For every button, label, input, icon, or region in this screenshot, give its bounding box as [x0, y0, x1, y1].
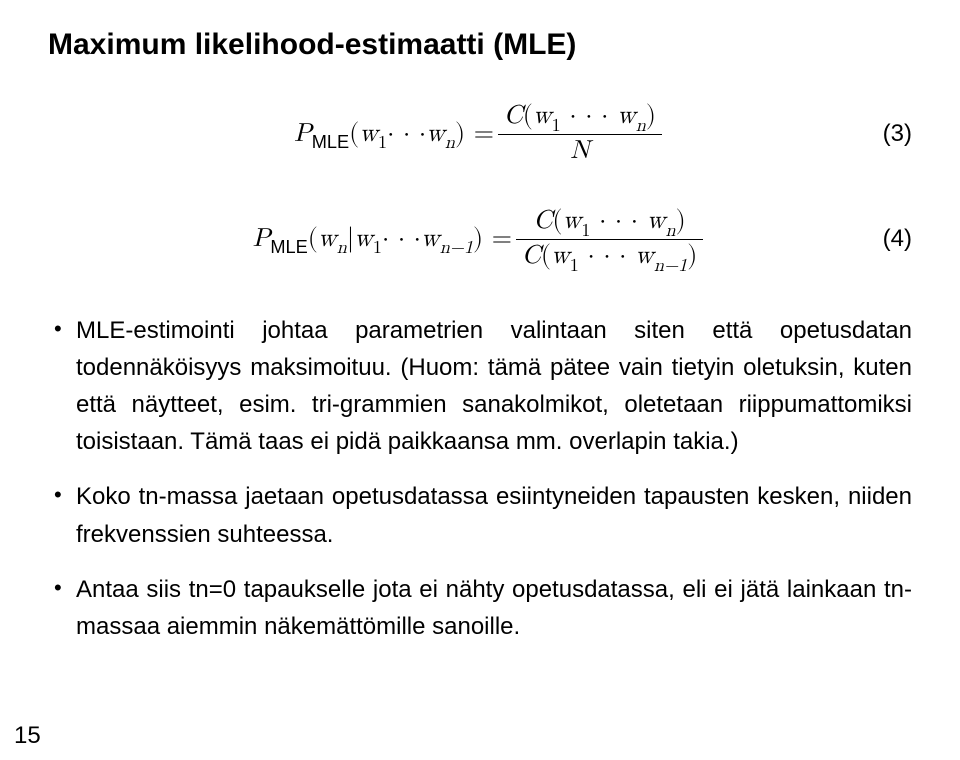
bullet-3: Antaa siis tn=0 tapaukselle jota ei näht… — [48, 571, 912, 645]
equation-2: P MLE ( w n | w 1 · · · w n−1 ) = C(w1 ·… — [48, 207, 912, 272]
eq1-w1: w — [359, 119, 378, 150]
eq1-wn: w — [426, 119, 445, 150]
eq1-dots: · · · — [387, 119, 426, 150]
page-title: Maximum likelihood-estimaatti (MLE) — [48, 28, 912, 62]
eq1-Psub: MLE — [312, 132, 349, 153]
eq1-frac: C(w1 · · · wn) N — [498, 102, 662, 167]
eq1-close-eq: ) = — [455, 119, 494, 150]
eq2-P: P — [253, 224, 271, 255]
eq2-wnm1: w — [421, 224, 440, 255]
eq2-w1s: 1 — [373, 236, 382, 259]
eq2-wns: n — [337, 236, 347, 259]
eq2-frac: C(w1 · · · wn) C(w1 · · · wn−1) — [516, 207, 703, 272]
bullet-2: Koko tn-massa jaetaan opetusdatassa esii… — [48, 478, 912, 552]
eq2-wn: w — [318, 224, 337, 255]
eq1-num: C(w1 · · · wn) — [498, 102, 662, 132]
eq2-num: C(w1 · · · wn) — [528, 207, 692, 237]
eq2-bar: | — [347, 224, 354, 255]
eq1-P: P — [294, 119, 312, 150]
eq1-den: N — [564, 137, 596, 167]
eq1-w1s: 1 — [378, 131, 387, 154]
equation-1-formula: P MLE ( w 1 · · · w n ) = C(w1 · · · wn)… — [294, 102, 666, 167]
equation-2-number: (4) — [883, 225, 912, 253]
eq2-Psub: MLE — [270, 237, 307, 258]
eq1-wns: n — [445, 131, 455, 154]
eq2-den: C(w1 · · · wn−1) — [516, 242, 703, 272]
page-number: 15 — [14, 722, 41, 750]
eq2-open: ( — [308, 224, 318, 255]
eq2-dots: · · · — [382, 224, 421, 255]
eq2-wnm1s: n−1 — [440, 236, 473, 259]
eq1-open: ( — [349, 119, 359, 150]
slide-page: Maximum likelihood-estimaatti (MLE) P ML… — [0, 0, 960, 760]
equation-2-formula: P MLE ( w n | w 1 · · · w n−1 ) = C(w1 ·… — [253, 207, 708, 272]
bullet-1: MLE-estimointi johtaa parametrien valint… — [48, 312, 912, 461]
eq2-w1: w — [354, 224, 373, 255]
equation-1: P MLE ( w 1 · · · w n ) = C(w1 · · · wn)… — [48, 102, 912, 167]
eq2-close-eq: ) = — [473, 224, 512, 255]
equation-1-number: (3) — [883, 120, 912, 148]
bullet-list: MLE-estimointi johtaa parametrien valint… — [48, 312, 912, 646]
